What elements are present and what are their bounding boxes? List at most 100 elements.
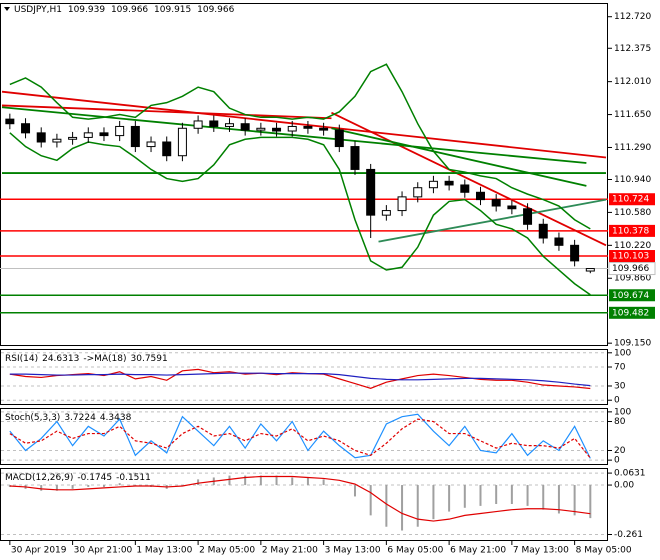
band-line xyxy=(9,63,591,230)
trendline xyxy=(1,104,332,120)
candle-body xyxy=(209,120,219,127)
plot-area xyxy=(9,413,591,459)
level-label-box xyxy=(609,289,655,302)
trendline xyxy=(331,111,607,247)
trendline xyxy=(1,106,587,164)
level-label-box xyxy=(609,306,655,319)
series-last-value: -0.1511 xyxy=(116,473,151,483)
indicator-header: RSI(14) 24.6313 ->MA(18) 30.7591 xyxy=(5,354,168,364)
candle-body xyxy=(36,132,46,143)
candle-body xyxy=(21,123,31,134)
histogram-bar xyxy=(432,485,435,520)
trendline xyxy=(331,127,587,187)
header-arrow xyxy=(4,7,10,11)
histogram-bar xyxy=(479,485,482,506)
indicator-title: MACD(12,26,9) xyxy=(5,473,73,483)
series-last-value: -0.1745 xyxy=(77,473,112,483)
histogram-bar xyxy=(306,477,309,486)
candle-body xyxy=(146,141,156,148)
y-tick-label: 100 xyxy=(614,407,631,417)
y-tick-label: 0 xyxy=(614,456,620,466)
histogram-bar xyxy=(291,477,294,486)
histogram-bar xyxy=(463,485,466,508)
price-label: 109.966 xyxy=(612,264,649,274)
y-tick-label: 111.650 xyxy=(614,110,651,120)
histogram-bar xyxy=(448,485,451,512)
level-label: 110.378 xyxy=(612,226,649,236)
histogram-bar xyxy=(118,483,121,486)
histogram-bar xyxy=(87,485,90,487)
indicator-header: MACD(12,26,9) -0.1745 -0.1511 xyxy=(5,473,151,483)
candle-body xyxy=(83,132,93,138)
y-tick-label: 109.150 xyxy=(614,339,651,349)
x-tick-label: 2 May 21:00 xyxy=(262,546,318,556)
candle-body xyxy=(570,244,580,262)
y-tick-label: 0.00 xyxy=(614,481,634,491)
candle-body xyxy=(224,123,234,127)
histogram-bar xyxy=(526,485,529,506)
y-tick-label: 112.010 xyxy=(614,77,651,87)
panel-frame xyxy=(0,349,608,405)
candle-body xyxy=(272,127,282,132)
series-name: ->MA(18) xyxy=(83,354,126,364)
histogram-bar xyxy=(40,485,43,491)
candle-body xyxy=(491,199,501,207)
y-tick-label: 110.940 xyxy=(614,175,651,185)
candle-body xyxy=(350,146,360,170)
y-tick-label: 70 xyxy=(614,363,626,373)
histogram-bar xyxy=(197,479,200,486)
candle-body xyxy=(240,123,250,131)
plot-area xyxy=(0,63,608,314)
chart-title: USDJPY,H1 xyxy=(14,5,62,15)
indicator-title: Stoch(5,3,3) xyxy=(5,413,60,423)
plot-area xyxy=(8,475,592,531)
y-tick-label: -0.261 xyxy=(614,530,643,540)
series-last-value: 30.7591 xyxy=(131,354,168,364)
y-tick-label: 80 xyxy=(614,417,626,427)
y-tick-label: 110.580 xyxy=(614,208,651,218)
candle-body xyxy=(177,127,187,157)
histogram-bar xyxy=(322,479,325,486)
histogram-bar xyxy=(416,485,419,527)
y-tick-label: 109.860 xyxy=(614,274,651,284)
y-tick-label: 30 xyxy=(614,381,626,391)
histogram-bar xyxy=(542,485,545,510)
y-tick-label: 0 xyxy=(614,396,620,406)
y-tick-label: 111.290 xyxy=(614,143,651,153)
candle-body xyxy=(115,125,125,137)
x-tick-label: 2 May 05:00 xyxy=(199,546,255,556)
indicator-line xyxy=(9,475,591,522)
histogram-bar xyxy=(71,485,74,489)
chart-header: USDJPY,H1 109.939 109.966 109.915 109.96… xyxy=(14,5,235,15)
candle-body xyxy=(303,125,313,129)
candle-body xyxy=(444,180,454,186)
x-tick-label: 6 May 21:00 xyxy=(450,546,506,556)
series-last-value: 4.3438 xyxy=(100,413,132,423)
y-tick-label: 112.720 xyxy=(614,12,651,22)
candle-body xyxy=(397,196,407,212)
y-tick-label: 112.375 xyxy=(614,44,651,54)
candle-body xyxy=(428,180,438,189)
candle-body xyxy=(460,184,470,193)
candle-body xyxy=(538,223,548,239)
series-last-value: 24.6313 xyxy=(42,354,79,364)
candle-body xyxy=(507,205,517,210)
panel-frame xyxy=(0,468,608,541)
x-tick-label: 3 May 13:00 xyxy=(325,546,381,556)
level-label-box xyxy=(609,250,655,263)
indicator-line xyxy=(9,413,591,459)
series-name: RSI(14) xyxy=(5,354,38,364)
candle-body xyxy=(381,210,391,216)
candle-body xyxy=(99,132,109,137)
header-low: 109.915 xyxy=(154,5,191,15)
x-tick-label: 30 Apr 21:00 xyxy=(74,546,133,556)
candle-body xyxy=(523,208,533,225)
histogram-bar xyxy=(589,485,592,519)
y-tick-label: 100 xyxy=(614,348,631,358)
histogram-bar xyxy=(338,485,341,486)
histogram-bar xyxy=(134,485,137,486)
x-tick-label: 7 May 13:00 xyxy=(513,546,569,556)
band-line xyxy=(9,132,591,296)
x-tick-label: 1 May 13:00 xyxy=(136,546,192,556)
